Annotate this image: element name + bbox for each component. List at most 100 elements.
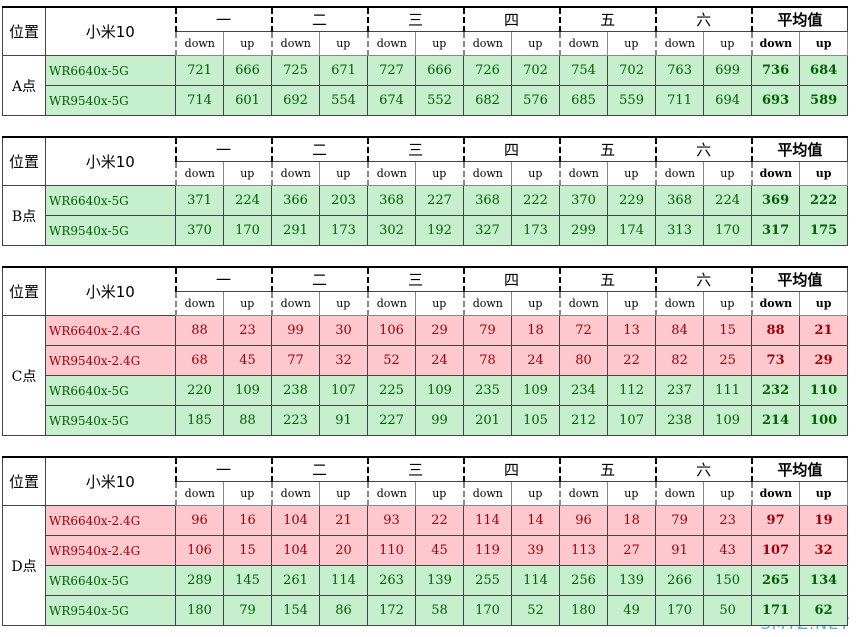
subheader-row: down up down up down up down up down up down up down… bbox=[3, 291, 849, 316]
value-cell: 111 bbox=[703, 375, 753, 406]
value-cell: 43 bbox=[703, 535, 753, 566]
sub-header: down bbox=[654, 161, 705, 186]
sub-header: up bbox=[799, 161, 849, 186]
value-cell: 154 bbox=[271, 595, 321, 626]
value-cell: 91 bbox=[655, 535, 705, 566]
value-cell: 107 bbox=[319, 375, 369, 406]
value-cell: 235 bbox=[463, 375, 513, 406]
value-cell: 150 bbox=[703, 565, 753, 596]
value-cell: 104 bbox=[271, 505, 321, 536]
value-cell: 106 bbox=[175, 535, 224, 566]
value-cell: 88 bbox=[175, 315, 224, 346]
value-cell: 97 bbox=[751, 505, 801, 536]
sub-header: up bbox=[607, 291, 657, 316]
value-cell: 172 bbox=[367, 595, 417, 626]
sub-header: up bbox=[222, 31, 273, 56]
day-header: 三 bbox=[366, 6, 465, 32]
value-cell: 291 bbox=[271, 215, 321, 246]
value-cell: 255 bbox=[463, 565, 513, 596]
value-cell: 88 bbox=[222, 405, 273, 436]
value-cell: 238 bbox=[271, 375, 321, 406]
day-header: 五 bbox=[558, 456, 657, 482]
position-header: 位置 bbox=[2, 136, 46, 186]
subheader-row: down up down up down up down up down up down up down… bbox=[3, 161, 849, 186]
value-cell: 725 bbox=[271, 55, 321, 86]
value-cell: 88 bbox=[751, 315, 801, 346]
value-cell: 25 bbox=[703, 345, 753, 376]
value-cell: 21 bbox=[799, 315, 849, 346]
value-cell: 77 bbox=[271, 345, 321, 376]
sub-header: down bbox=[270, 31, 321, 56]
day-header: 二 bbox=[270, 456, 369, 482]
value-cell: 114 bbox=[319, 565, 369, 596]
position-header: 位置 bbox=[2, 6, 46, 56]
value-cell: 105 bbox=[511, 405, 561, 436]
sub-header: up bbox=[703, 291, 753, 316]
value-cell: 173 bbox=[511, 215, 561, 246]
sub-header: up bbox=[511, 31, 561, 56]
day-header: 六 bbox=[654, 456, 753, 482]
day-header: 五 bbox=[558, 266, 657, 292]
value-cell: 80 bbox=[559, 345, 609, 376]
value-cell: 78 bbox=[463, 345, 513, 376]
value-cell: 175 bbox=[799, 215, 849, 246]
day-header: 四 bbox=[462, 136, 561, 162]
value-cell: 79 bbox=[463, 315, 513, 346]
value-cell: 237 bbox=[655, 375, 705, 406]
value-cell: 726 bbox=[463, 55, 513, 86]
header-row: 位置 小米10 一二三四五六平均值 bbox=[2, 6, 849, 56]
sub-header: up bbox=[607, 31, 657, 56]
sub-header: up bbox=[319, 161, 369, 186]
value-cell: 736 bbox=[751, 55, 801, 86]
sub-header: up bbox=[511, 291, 561, 316]
value-cell: 106 bbox=[367, 315, 417, 346]
value-cell: 139 bbox=[415, 565, 465, 596]
device-name: WR6640x-2.4G bbox=[45, 505, 176, 536]
value-cell: 192 bbox=[415, 215, 465, 246]
value-cell: 223 bbox=[271, 405, 321, 436]
value-cell: 714 bbox=[175, 85, 224, 116]
value-cell: 22 bbox=[607, 345, 657, 376]
day-header: 五 bbox=[558, 136, 657, 162]
value-cell: 317 bbox=[751, 215, 801, 246]
value-cell: 368 bbox=[655, 185, 705, 216]
value-cell: 93 bbox=[367, 505, 417, 536]
value-cell: 16 bbox=[222, 505, 273, 536]
sub-header: down bbox=[654, 291, 705, 316]
sub-header: up bbox=[799, 31, 849, 56]
day-header: 四 bbox=[462, 266, 561, 292]
header-row: 位置 小米10 一二三四五六平均值 bbox=[2, 266, 849, 316]
value-cell: 29 bbox=[415, 315, 465, 346]
sub-header: down bbox=[366, 291, 417, 316]
sub-header: down bbox=[462, 291, 513, 316]
header-row: 位置 小米10 一二三四五六平均值 bbox=[2, 456, 849, 506]
value-cell: 62 bbox=[799, 595, 849, 626]
value-cell: 685 bbox=[559, 85, 609, 116]
value-cell: 45 bbox=[415, 535, 465, 566]
value-cell: 238 bbox=[655, 405, 705, 436]
value-cell: 554 bbox=[319, 85, 369, 116]
sub-header: up bbox=[222, 291, 273, 316]
value-cell: 368 bbox=[367, 185, 417, 216]
data-row: WR9540x-5G 180 79 154 86 172 58 170 52 180 49 170 50… bbox=[3, 595, 849, 626]
data-row: WR9540x-2.4G 68 45 77 32 52 24 78 24 80 22 82 25 73 29 bbox=[3, 345, 849, 376]
value-cell: 721 bbox=[175, 55, 224, 86]
sub-header: up bbox=[799, 481, 849, 506]
data-row: WR6640x-5G 289 145 261 114 263 139 255 114 256 139… bbox=[3, 565, 849, 596]
sub-header: up bbox=[703, 161, 753, 186]
device-name: WR6640x-5G bbox=[45, 565, 176, 596]
value-cell: 24 bbox=[511, 345, 561, 376]
value-cell: 589 bbox=[799, 85, 849, 116]
header-row: 位置 小米10 一二三四五六平均值 bbox=[2, 136, 849, 186]
sub-header: down bbox=[366, 161, 417, 186]
data-row: D点 WR6640x-2.4G 96 16 104 21 93 22 114 14 96 18 79 23… bbox=[2, 505, 849, 626]
device-header: 小米10 bbox=[45, 6, 176, 56]
sub-header: down bbox=[174, 291, 224, 316]
sub-header: up bbox=[607, 161, 657, 186]
sub-header: up bbox=[415, 481, 465, 506]
value-cell: 49 bbox=[607, 595, 657, 626]
value-cell: 173 bbox=[319, 215, 369, 246]
value-cell: 145 bbox=[222, 565, 273, 596]
sub-header: down bbox=[462, 31, 513, 56]
value-cell: 170 bbox=[703, 215, 753, 246]
